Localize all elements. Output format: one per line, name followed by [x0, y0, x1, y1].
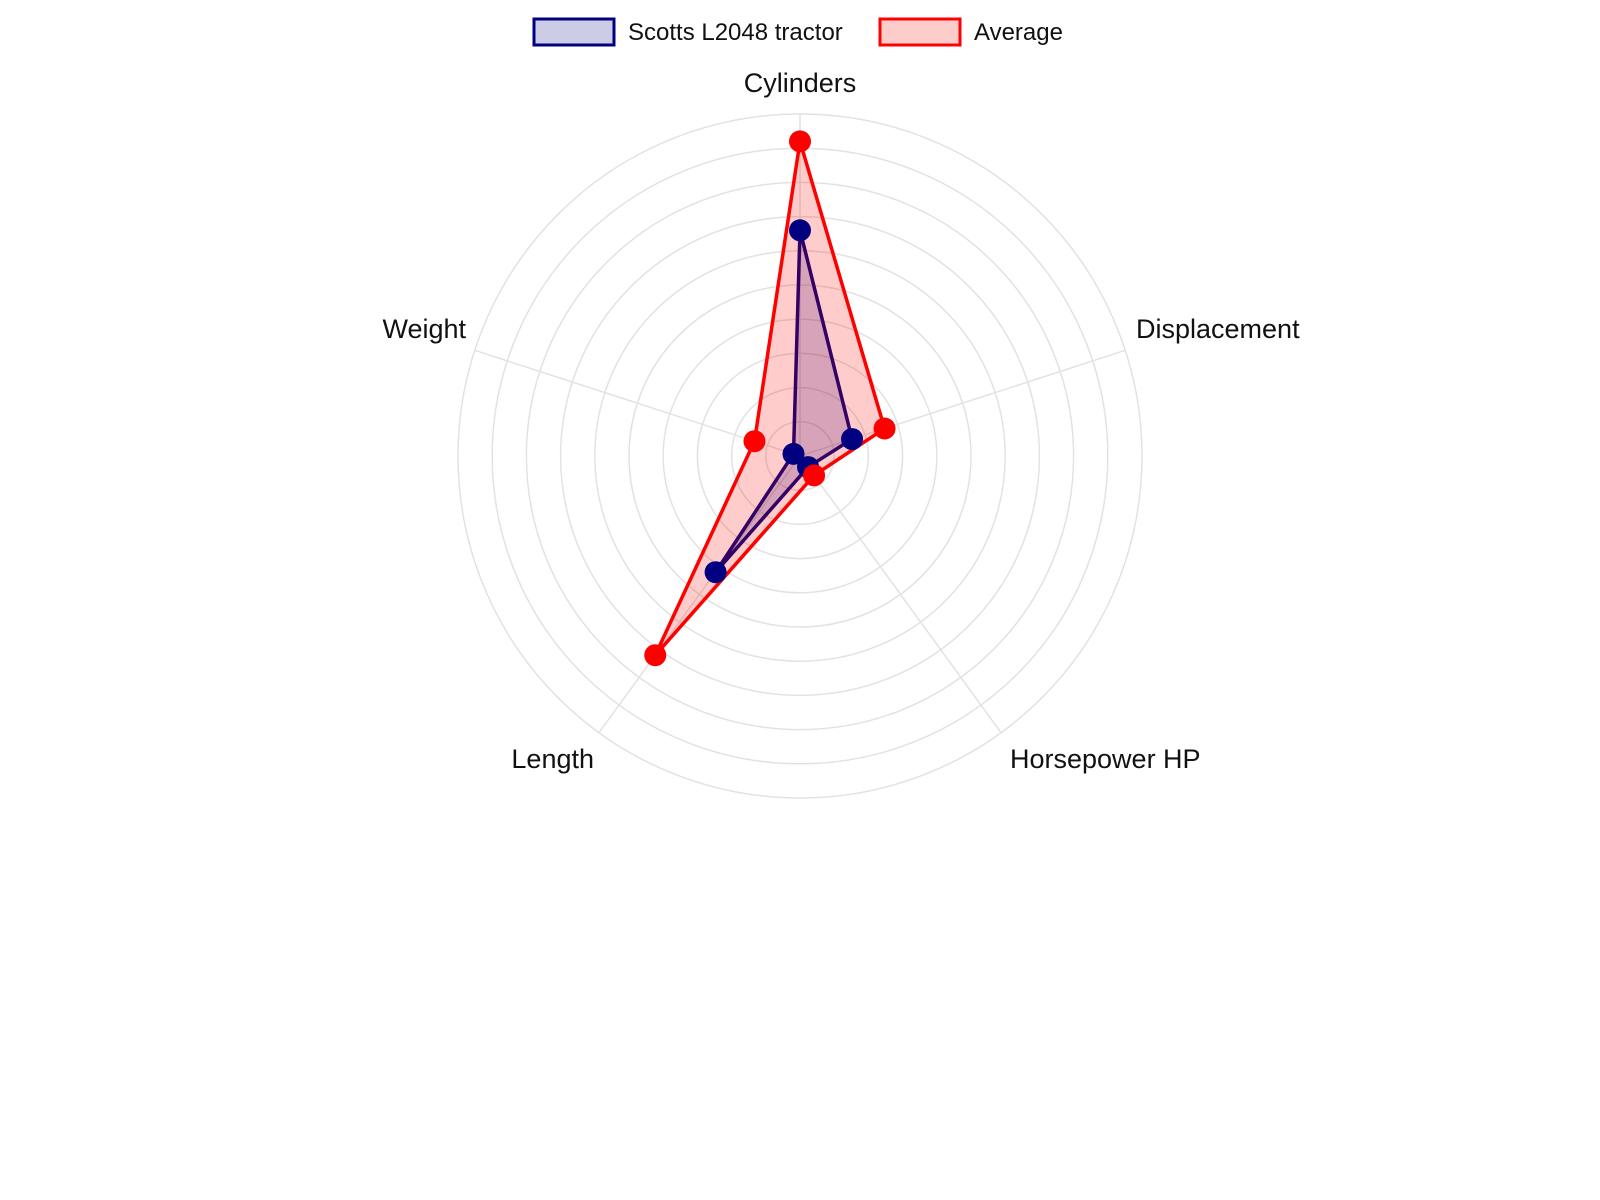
data-point-0-displacement[interactable] [841, 428, 864, 451]
data-point-1-displacement[interactable] [873, 417, 896, 440]
legend-swatch-scotts [532, 17, 616, 47]
legend-label-scotts: Scotts L2048 tractor [628, 19, 843, 46]
angle-line [799, 455, 1002, 734]
series-area-0 [714, 229, 855, 574]
legend: Scotts L2048 tractor Average [532, 17, 1063, 47]
data-point-1-weight[interactable] [743, 430, 766, 453]
data-point-0-cylinders[interactable] [789, 219, 811, 242]
axis-label-horsepower: Horsepower HP [1010, 744, 1201, 774]
legend-item-scotts[interactable]: Scotts L2048 tractor [532, 17, 843, 47]
axis-labels: Cylinders Displacement Horsepower HP Len… [382, 68, 1300, 774]
legend-item-average[interactable]: Average [878, 17, 1063, 47]
series-area-1 [653, 140, 887, 657]
data-point-1-horsepower-hp[interactable] [803, 464, 826, 487]
legend-swatch-average [878, 17, 962, 47]
data-point-0-weight[interactable] [782, 442, 805, 465]
axis-label-weight: Weight [382, 314, 466, 344]
angle-line [598, 455, 801, 734]
data-point-1-length[interactable] [644, 644, 667, 667]
radar-series [644, 130, 896, 667]
axis-label-cylinders: Cylinders [744, 68, 857, 98]
legend-label-average: Average [974, 19, 1063, 46]
axis-label-displacement: Displacement [1136, 314, 1300, 344]
data-point-0-length[interactable] [704, 561, 727, 584]
data-point-1-cylinders[interactable] [789, 130, 811, 153]
axis-label-length: Length [511, 744, 594, 774]
